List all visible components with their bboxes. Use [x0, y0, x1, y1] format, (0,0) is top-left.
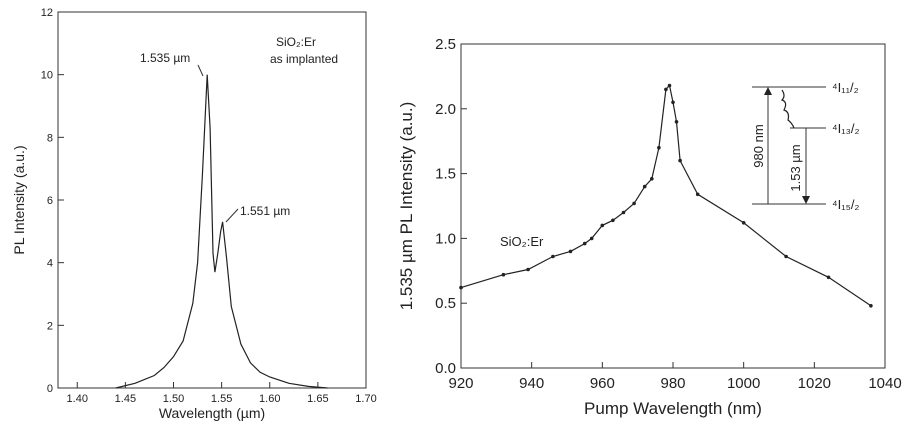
y-tick-label: 0 — [47, 383, 53, 395]
peak-leader-1551 — [225, 208, 239, 223]
right-plot-frame — [460, 43, 886, 369]
right-legend-label: SiO₂:Er — [500, 234, 544, 249]
x-tick-label: 1.65 — [307, 393, 328, 405]
y-tick-label: 2.5 — [435, 36, 456, 53]
left-series-line — [115, 74, 328, 389]
right-series-line — [460, 84, 872, 307]
level-label-top: ⁴I₁₁/₂ — [832, 80, 859, 95]
data-point — [642, 184, 647, 189]
y-tick-label: 4 — [47, 258, 53, 270]
data-point — [826, 275, 831, 280]
data-point — [551, 254, 555, 259]
data-point — [582, 241, 587, 246]
left-y-axis-title: PL Intensity (a.u.) — [11, 145, 27, 254]
x-tick-label: 1000 — [727, 375, 760, 392]
y-tick-label: 1.5 — [435, 166, 456, 183]
data-point — [589, 236, 594, 241]
y-tick-label: 2.0 — [435, 101, 456, 118]
data-point — [621, 210, 626, 215]
data-point — [568, 249, 573, 254]
peak-label-1535: 1.535 µm — [140, 51, 190, 65]
left-chart: 1.40 1.45 1.50 1.55 1.60 1.65 1.70 0 2 4 6 8 10 12 W… — [11, 7, 377, 421]
data-point — [600, 223, 605, 228]
left-y-axis: 0 2 4 6 8 10 12 — [41, 7, 64, 395]
emission-arrowhead — [802, 196, 810, 204]
y-tick-label: 0.0 — [435, 360, 456, 377]
data-point — [869, 304, 873, 308]
data-point — [667, 83, 672, 88]
right-chart: 920 940 960 980 1000 1020 1040 0.0 0.5 1.0 1.5 2.0… — [397, 36, 902, 418]
right-data-points — [459, 83, 873, 308]
data-point — [501, 272, 506, 277]
y-tick-label: 2 — [47, 320, 53, 332]
x-tick-label: 940 — [519, 375, 544, 392]
peak-leader-1535 — [197, 64, 204, 77]
data-point — [671, 100, 675, 105]
y-tick-label: 8 — [47, 132, 53, 144]
relaxation-squiggle — [780, 89, 795, 129]
data-point — [674, 120, 679, 124]
level-label-bottom: ⁴I₁₅/₂ — [832, 197, 859, 212]
data-point — [657, 145, 661, 150]
right-y-axis: 0.0 0.5 1.0 1.5 2.0 2.5 — [435, 36, 467, 377]
pump-wavelength-label: 980 nm — [751, 124, 766, 167]
y-tick-label: 0.5 — [435, 295, 456, 312]
emission-wavelength-label: 1.53 µm — [788, 144, 803, 191]
x-tick-label: 980 — [660, 375, 685, 392]
y-tick-label: 10 — [41, 70, 53, 82]
x-tick-label: 1.60 — [259, 393, 280, 405]
x-tick-label: 960 — [590, 375, 615, 392]
x-tick-label: 1.40 — [67, 393, 88, 405]
x-tick-label: 1.50 — [163, 393, 184, 405]
data-point — [784, 254, 788, 259]
x-tick-label: 1020 — [798, 375, 831, 392]
x-tick-label: 1.70 — [355, 393, 376, 405]
y-tick-label: 12 — [41, 7, 53, 19]
left-legend-line-1: SiO₂:Er — [276, 35, 316, 49]
y-tick-label: 1.0 — [435, 230, 456, 247]
level-label-mid: ⁴I₁₃/₂ — [832, 121, 860, 136]
right-x-axis-title: Pump Wavelength (nm) — [584, 399, 762, 418]
data-point — [611, 218, 615, 223]
data-point — [741, 221, 746, 225]
data-point — [650, 177, 654, 181]
y-tick-label: 6 — [47, 195, 53, 207]
pump-arrowhead — [764, 87, 772, 95]
x-tick-label: 1040 — [868, 375, 901, 392]
data-point — [664, 87, 668, 92]
x-tick-label: 1.55 — [211, 393, 232, 405]
peak-label-1551: 1.551 µm — [240, 204, 290, 218]
data-point — [632, 201, 636, 206]
data-point — [695, 192, 700, 197]
right-x-axis: 920 940 960 980 1000 1020 1040 — [448, 362, 902, 392]
left-legend-line-2: as implanted — [270, 52, 338, 66]
data-point — [526, 267, 530, 272]
x-tick-label: 920 — [448, 375, 473, 392]
data-point — [459, 285, 463, 290]
left-x-axis-title: Wavelength (µm) — [159, 405, 265, 421]
energy-level-inset: 980 nm 1.53 µm ⁴I₁₁/₂ ⁴I₁₃/₂ ⁴I₁₅/₂ — [751, 80, 860, 212]
data-point — [678, 158, 682, 163]
left-x-axis: 1.40 1.45 1.50 1.55 1.60 1.65 1.70 — [67, 382, 377, 405]
right-y-axis-title: 1.535 µm PL Intensity (a.u.) — [397, 102, 416, 311]
x-tick-label: 1.45 — [115, 393, 136, 405]
